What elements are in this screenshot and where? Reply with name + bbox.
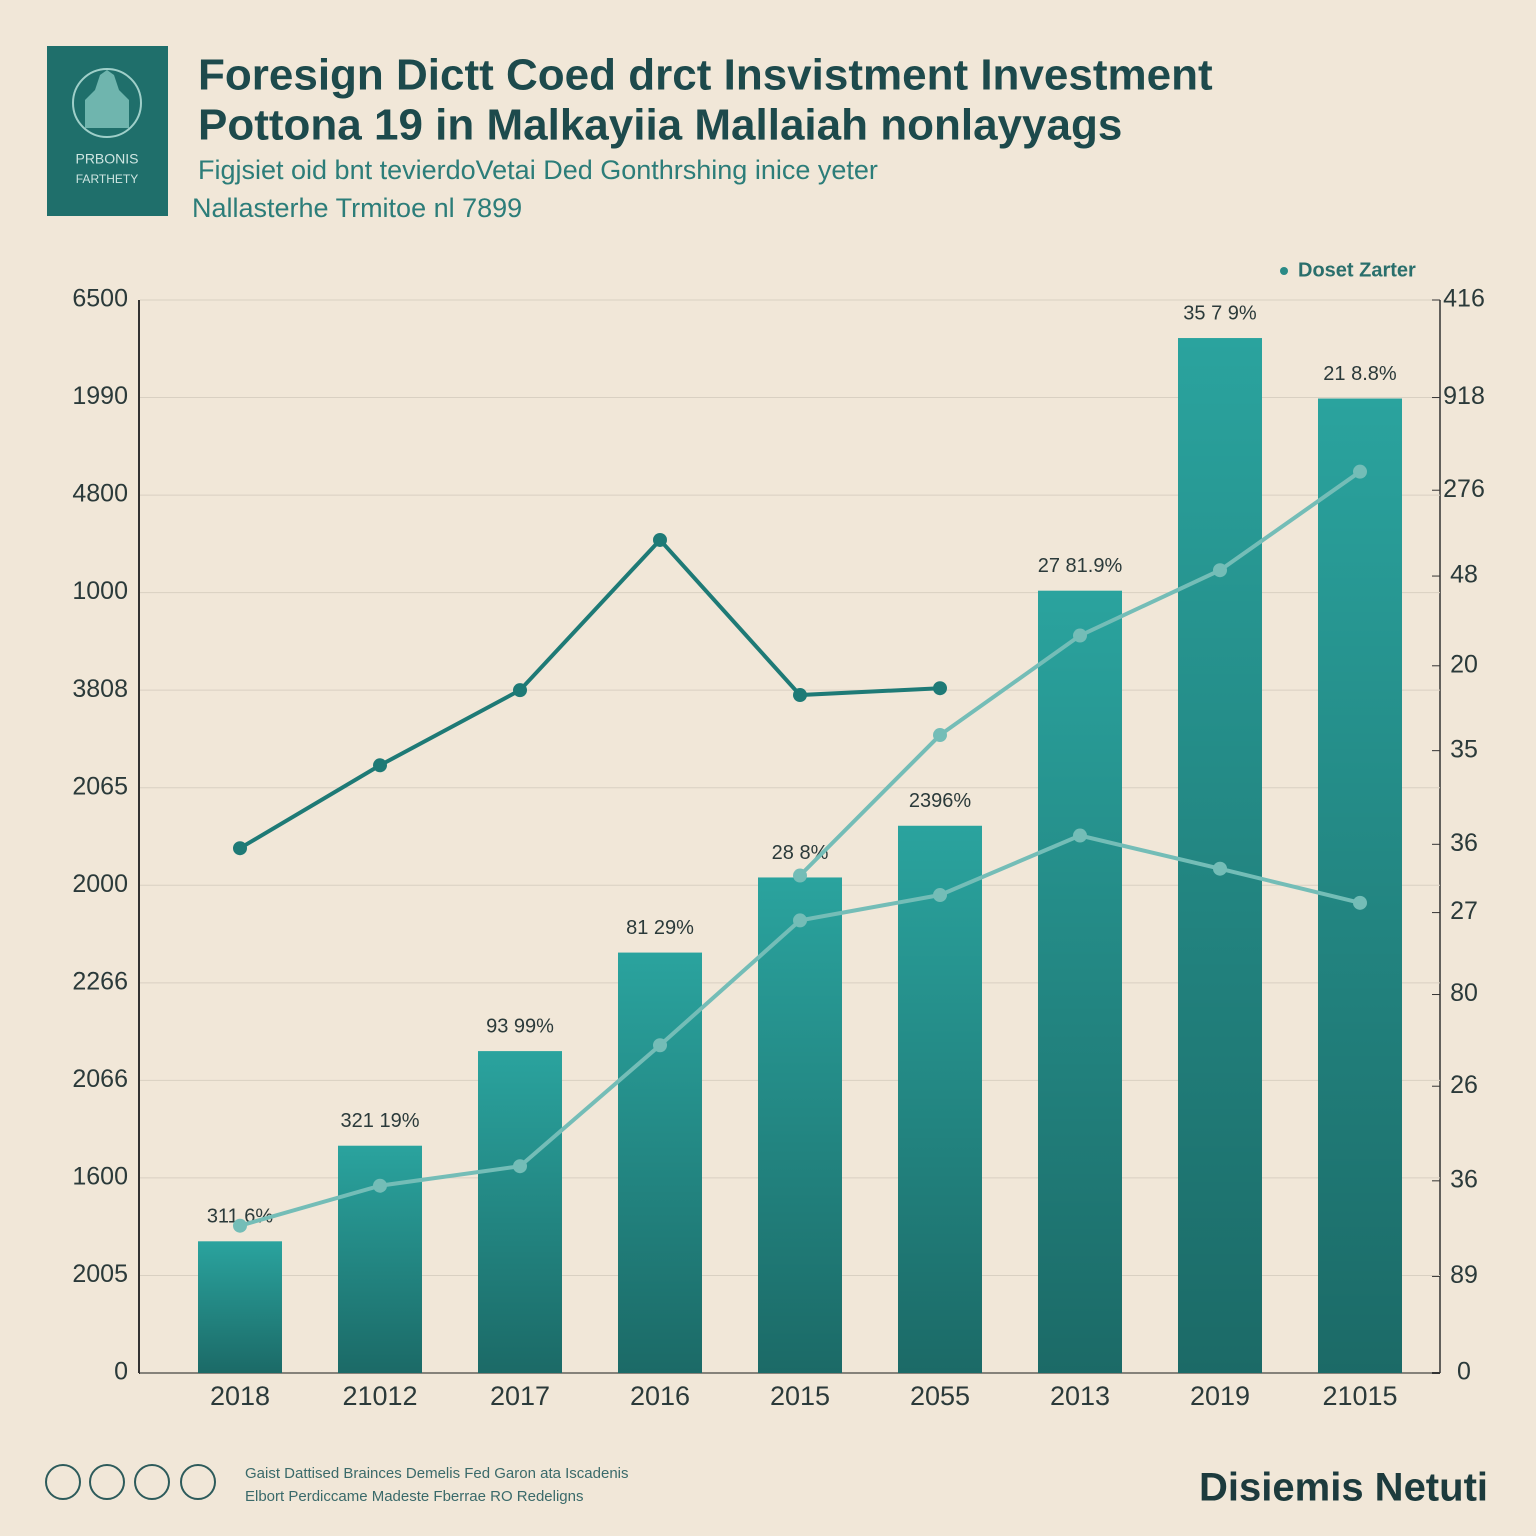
y2-tick-label: 26: [1450, 1071, 1478, 1099]
line-point: [1213, 563, 1227, 578]
y-tick-label: 1000: [72, 577, 128, 605]
y2-tick-label: 89: [1450, 1261, 1478, 1289]
bar-shade: [198, 1241, 282, 1373]
bar-label: 27 81.9%: [1038, 555, 1123, 577]
chart-title: Pottona 19 in Malkayiia Mallaiah nonlayy…: [198, 101, 1122, 150]
y2-tick-label: 36: [1450, 1165, 1478, 1193]
y-tick-label: 2000: [72, 870, 128, 898]
bar-label: 21 8.8%: [1323, 363, 1397, 385]
x-tick-label: 21015: [1322, 1381, 1397, 1411]
bar-label: 81 29%: [626, 917, 694, 939]
y-tick-label: 2066: [72, 1065, 128, 1093]
y2-tick-label: 35: [1450, 735, 1478, 763]
x-tick-label: 2018: [210, 1381, 270, 1411]
line-point: [653, 532, 667, 547]
y2-tick-label: 36: [1450, 829, 1478, 857]
y2-tick-label: 0: [1457, 1358, 1471, 1386]
logo-building: [85, 70, 129, 128]
line-point: [793, 913, 807, 928]
bar-label: 2396%: [909, 790, 971, 812]
bar-shade: [758, 877, 842, 1373]
y2-tick-label: 20: [1450, 650, 1478, 678]
bar-shade: [1178, 338, 1262, 1373]
legend-marker: [1280, 267, 1288, 275]
line-point: [513, 1159, 527, 1174]
y2-tick-label: 48: [1450, 561, 1478, 589]
x-tick-label: 2019: [1190, 1381, 1250, 1411]
line-point: [373, 1178, 387, 1193]
line-point: [1213, 861, 1227, 876]
legend-label: Doset Zarter: [1298, 259, 1416, 281]
line-point: [933, 888, 947, 903]
x-tick-label: 2055: [910, 1381, 970, 1411]
y2-tick-label: 416: [1443, 285, 1485, 313]
line-point: [1073, 828, 1087, 843]
line-point: [793, 688, 807, 703]
chart-subtitle: Nallasterhe Trmitoe nl 7899: [192, 193, 522, 223]
line-point: [933, 681, 947, 696]
logo-text: FARTHETY: [76, 172, 138, 186]
bar-label: 93 99%: [486, 1015, 554, 1037]
y2-tick-label: 80: [1450, 979, 1478, 1007]
y2-tick-label: 276: [1443, 475, 1485, 503]
x-tick-label: 2015: [770, 1381, 830, 1411]
line-point: [933, 728, 947, 743]
y2-tick-label: 918: [1443, 382, 1485, 410]
line-point: [513, 683, 527, 698]
line-point: [1073, 628, 1087, 643]
y-tick-label: 0: [114, 1358, 128, 1386]
line-point: [233, 841, 247, 856]
y-tick-label: 4800: [72, 480, 128, 508]
chart-subtitle: Figjsiet oid bnt tevierdoVetai Ded Gonth…: [198, 155, 878, 185]
y-tick-label: 6500: [72, 285, 128, 313]
bar-shade: [898, 825, 982, 1373]
bar-label: 321 19%: [341, 1110, 420, 1132]
y2-tick-label: 27: [1450, 897, 1478, 925]
footer-icons: [45, 1464, 216, 1500]
line-point: [373, 758, 387, 773]
x-tick-label: 21012: [342, 1381, 417, 1411]
y-tick-label: 2266: [72, 967, 128, 995]
y-tick-label: 2005: [72, 1260, 128, 1288]
bar-shade: [478, 1051, 562, 1373]
line: [238, 537, 941, 850]
brand: Disiemis Netuti: [1199, 1466, 1488, 1510]
footer-text: Elbort Perdiccame Madeste Fberrae RO Red…: [245, 1488, 583, 1505]
line-point: [653, 1038, 667, 1053]
line-point: [1353, 464, 1367, 479]
x-tick-label: 2016: [630, 1381, 690, 1411]
line-point: [1353, 895, 1367, 910]
x-tick-label: 2017: [490, 1381, 550, 1411]
y-tick-label: 1990: [72, 382, 128, 410]
line-point: [793, 868, 807, 883]
line-point: [233, 1218, 247, 1233]
y-tick-label: 1600: [72, 1163, 128, 1191]
x-tick-label: 2013: [1050, 1381, 1110, 1411]
logo-text: PRBONIS: [75, 151, 138, 167]
footer-text: Gaist Dattised Brainces Demelis Fed Garo…: [245, 1465, 629, 1482]
chart-title: Foresign Dictt Coed drct Insvistment Inv…: [198, 51, 1213, 100]
bar-label: 28 8%: [772, 842, 829, 864]
bar-shade: [618, 952, 702, 1373]
y-tick-label: 2065: [72, 772, 128, 800]
bar-shade: [1038, 590, 1122, 1373]
y-tick-label: 3808: [72, 675, 128, 703]
bar-label: 35 7 9%: [1183, 302, 1257, 324]
logo-emblem: [72, 68, 142, 138]
bar-shade: [1318, 398, 1402, 1374]
